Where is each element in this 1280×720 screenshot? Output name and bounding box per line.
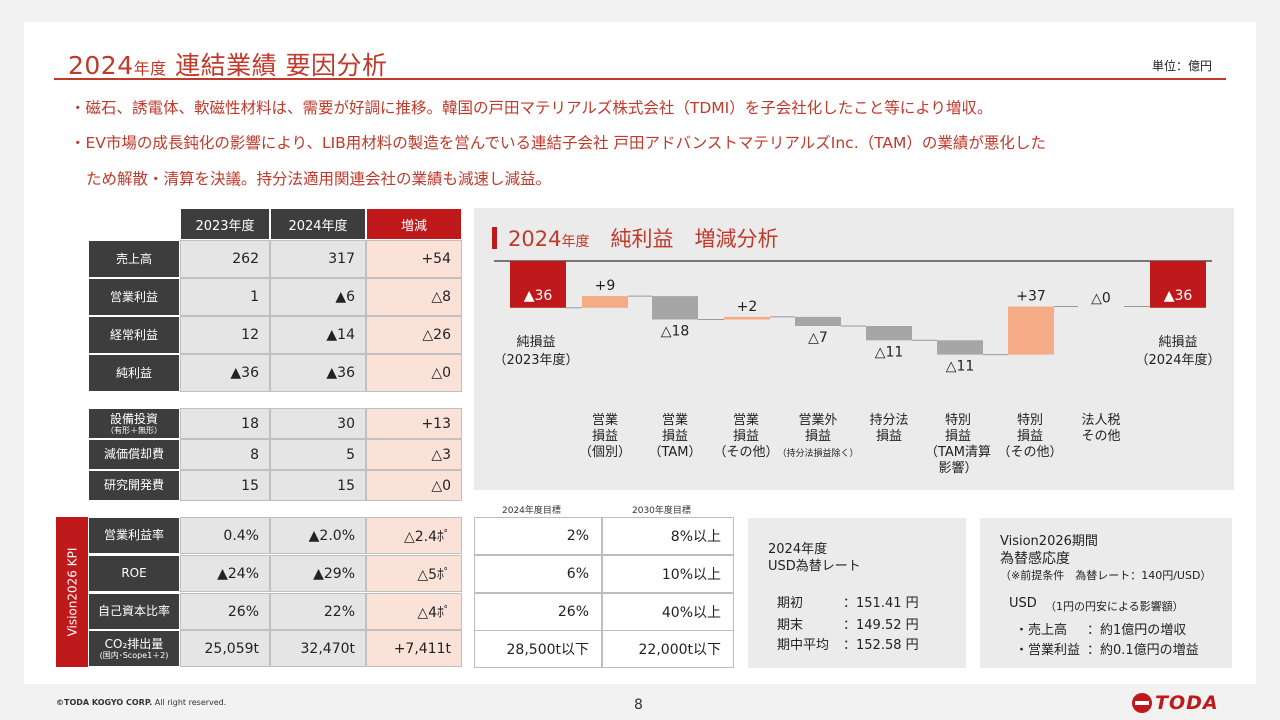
target-2030-cell: 22,000t以下 [602, 630, 734, 668]
header-2023: 2023年度 [180, 208, 270, 240]
bullet-2-cont: ため解散・清算を決議。持分法適用関連会社の業績も減速し減益。 [86, 170, 552, 188]
fx-sensitivity-box: Vision2026期間 為替感応度 （※前提条件 為替レート：140円/USD… [980, 518, 1232, 668]
row-label: 設備投資 （有形＋無形） [88, 408, 180, 439]
value-diff: △3 [366, 439, 462, 470]
value-diff: △8 [366, 278, 462, 316]
title-rule [54, 78, 1226, 80]
value-2023: 18 [180, 408, 270, 439]
value-2024: ▲14 [270, 316, 366, 354]
page-title: 2024年度 連結業績 要因分析 [68, 51, 388, 80]
value-2023: 15 [180, 470, 270, 501]
row-label: 研究開発費 [88, 470, 180, 501]
value-diff: △26 [366, 316, 462, 354]
sens-row-label: ・売上高 [1015, 623, 1068, 638]
fx-row-value: ：152.58 円 [843, 638, 919, 653]
target-2030-cell: 10%以上 [602, 555, 734, 593]
value-2024: 32,470t [270, 630, 366, 667]
value-2023: 1 [180, 278, 270, 316]
page-number: 8 [634, 697, 643, 713]
target-2024-header: 2024年度目標 [502, 506, 561, 516]
value-2024: ▲6 [270, 278, 366, 316]
value-2024: 30 [270, 408, 366, 439]
row-label: ROE [88, 555, 180, 592]
value-diff: △4ﾎﾟ [366, 593, 462, 630]
value-diff: △2.4ﾎﾟ [366, 517, 462, 554]
sens-note: （※前提条件 為替レート：140円/USD） [1000, 569, 1212, 582]
header-2024: 2024年度 [270, 208, 366, 240]
fx-row-label: 期末 [777, 618, 804, 633]
chart-title-bar [492, 227, 497, 249]
value-2024: ▲29% [270, 555, 366, 592]
value-2023: 25,059t [180, 630, 270, 667]
fx-title-year: 2024年度 [768, 542, 828, 557]
value-2024: 5 [270, 439, 366, 470]
kpi-side-label: Vision2026 KPI [56, 517, 88, 667]
sens-row-value: ：約1億円の増収 [1087, 623, 1187, 638]
row-label: 営業利益率 [88, 517, 180, 554]
value-2023: 8 [180, 439, 270, 470]
target-2030-header: 2030年度目標 [632, 506, 691, 516]
sens-row-label: ・営業利益 [1015, 643, 1081, 658]
fx-row-value: ：151.41 円 [843, 596, 919, 611]
value-diff: +7,411t [366, 630, 462, 667]
logo-mark-icon [1132, 693, 1152, 713]
row-label: 売上高 [88, 240, 180, 278]
sens-usd-note: （1円の円安による影響額） [1045, 600, 1184, 613]
bullet-1: ・磁石、誘電体、軟磁性材料は、需要が好調に推移。韓国の戸田マテリアルズ株式会社（… [70, 99, 993, 117]
row-label: 経常利益 [88, 316, 180, 354]
target-2024-cell: 28,500t以下 [474, 630, 602, 668]
chart-panel [474, 208, 1234, 490]
value-2024: 15 [270, 470, 366, 501]
value-2024: ▲2.0% [270, 517, 366, 554]
value-diff: +13 [366, 408, 462, 439]
target-2024-cell: 6% [474, 555, 602, 593]
sens-row-value: ：約0.1億円の増益 [1087, 643, 1199, 658]
target-2024-cell: 2% [474, 517, 602, 555]
target-2030-cell: 40%以上 [602, 593, 734, 631]
value-diff: +54 [366, 240, 462, 278]
target-2030-cell: 8%以上 [602, 517, 734, 555]
row-label: 自己資本比率 [88, 593, 180, 630]
value-2023: 26% [180, 593, 270, 630]
row-label: CO₂排出量 (国内･Scope1＋2) [88, 630, 180, 667]
fx-title: USD為替レート [768, 559, 861, 574]
copyright: ©TODA KOGYO CORP. All right reserved. [56, 698, 227, 707]
sens-title: 為替感応度 [1000, 551, 1070, 567]
unit-label: 単位：億円 [1152, 59, 1213, 73]
value-2024: 22% [270, 593, 366, 630]
value-2023: 0.4% [180, 517, 270, 554]
value-2023: ▲36 [180, 354, 270, 392]
header-diff: 増減 [366, 208, 462, 240]
bullet-2: ・EV市場の成長鈍化の影響により、LIB用材料の製造を営んでいる連結子会社 戸田… [70, 134, 1046, 152]
fx-row-label: 期中平均 [777, 638, 830, 653]
value-2024: ▲36 [270, 354, 366, 392]
row-label: 純利益 [88, 354, 180, 392]
row-label: 営業利益 [88, 278, 180, 316]
sens-title-period: Vision2026期間 [1000, 534, 1098, 549]
value-diff: △0 [366, 354, 462, 392]
value-2024: 317 [270, 240, 366, 278]
fx-row-label: 期初 [777, 596, 804, 611]
fx-row-value: ：149.52 円 [843, 618, 919, 633]
value-2023: 262 [180, 240, 270, 278]
value-2023: ▲24% [180, 555, 270, 592]
fx-rate-box: 2024年度 USD為替レート 期初 ：151.41 円 期末 ：149.52 … [748, 518, 966, 668]
row-label: 減価償却費 [88, 439, 180, 470]
sens-usd: USD [1009, 596, 1037, 611]
target-2024-cell: 26% [474, 593, 602, 631]
value-diff: △0 [366, 470, 462, 501]
chart-title: 2024年度 純利益 増減分析 [508, 227, 779, 251]
toda-logo: TODA [1132, 692, 1234, 714]
value-diff: △5ﾎﾟ [366, 555, 462, 592]
value-2023: 12 [180, 316, 270, 354]
